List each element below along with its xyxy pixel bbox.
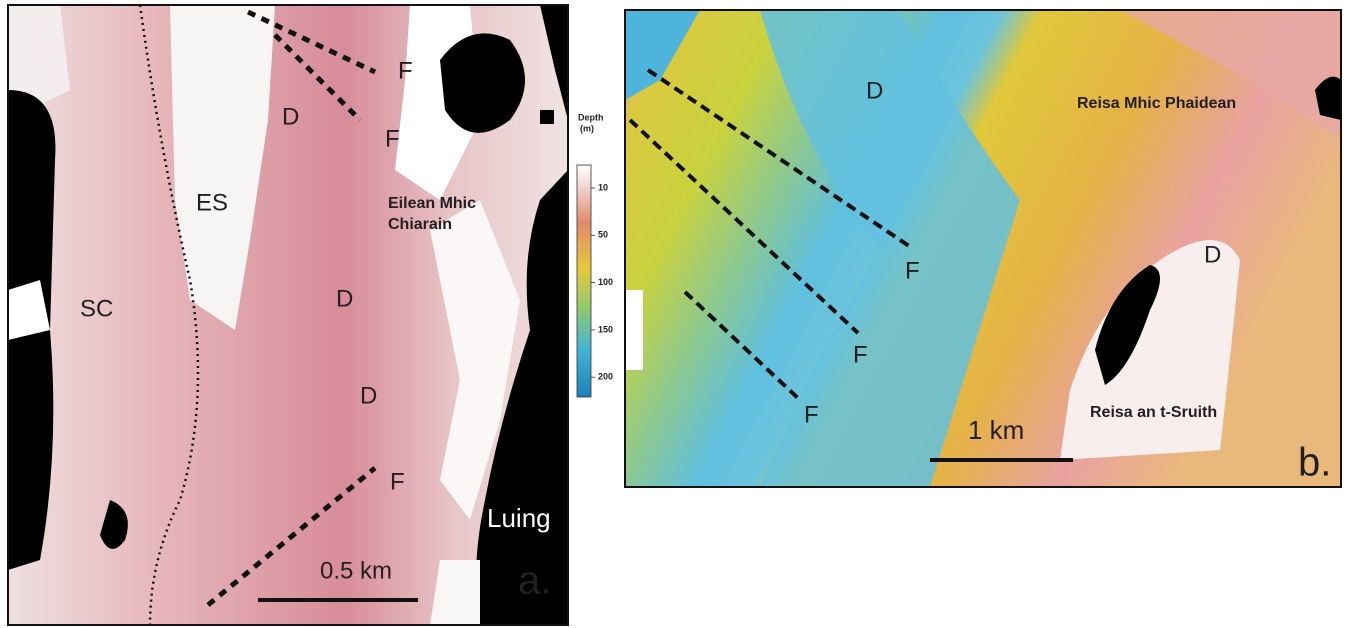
map-label: F bbox=[804, 401, 819, 428]
map-label: F bbox=[905, 257, 920, 284]
map-label: D bbox=[360, 382, 377, 409]
map-label: F bbox=[385, 125, 400, 152]
color-scale-tick-label: 10 bbox=[598, 182, 608, 192]
panel-label: b. bbox=[1298, 441, 1331, 485]
place-name: Eilean Mhic bbox=[388, 195, 476, 212]
map-label: D bbox=[1204, 241, 1221, 268]
map-label: F bbox=[853, 341, 868, 368]
color-scale-unit: (m) bbox=[580, 123, 594, 133]
map-label: F bbox=[390, 468, 405, 495]
color-bar bbox=[577, 165, 591, 397]
page: F F D ES Eilean Mhic Chiarain D SC D F L… bbox=[0, 0, 1347, 628]
color-scale-tick-label: 100 bbox=[598, 277, 613, 287]
place-name: Reisa an t-Sruith bbox=[1090, 404, 1217, 421]
map-label: F bbox=[398, 57, 413, 84]
color-scale-title: Depth bbox=[578, 112, 604, 122]
place-name: Luing bbox=[487, 503, 551, 533]
color-scale-tick-label: 150 bbox=[598, 324, 613, 334]
place-name: Chiarain bbox=[388, 216, 452, 233]
color-scale-tick-label: 50 bbox=[598, 230, 608, 240]
map-label: D bbox=[282, 103, 299, 130]
scale-bar-label: 1 km bbox=[968, 415, 1024, 445]
figure: F F D ES Eilean Mhic Chiarain D SC D F L… bbox=[0, 0, 1347, 628]
color-scale: Depth (m) 10 50 100 150 200 bbox=[577, 112, 613, 397]
map-label: D bbox=[866, 77, 883, 104]
map-label: ES bbox=[196, 189, 228, 216]
color-scale-tick-label: 200 bbox=[598, 372, 613, 382]
map-label: SC bbox=[80, 295, 113, 322]
scale-bar-label: 0.5 km bbox=[320, 557, 392, 584]
map-label: D bbox=[336, 285, 353, 312]
panel-label: a. bbox=[518, 559, 551, 603]
place-name: Reisa Mhic Phaidean bbox=[1077, 95, 1236, 112]
